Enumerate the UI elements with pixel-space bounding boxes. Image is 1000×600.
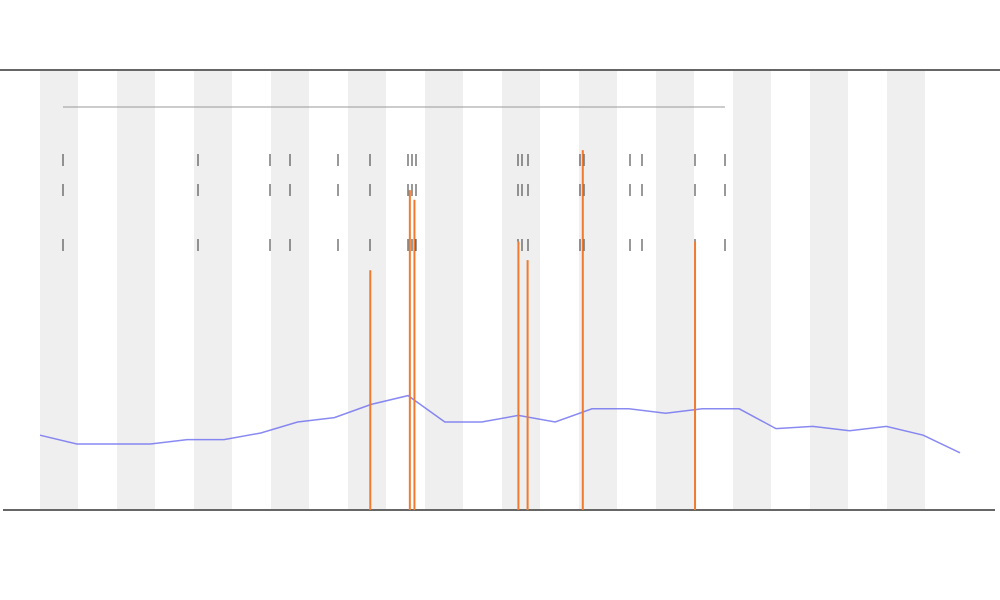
band <box>194 71 232 509</box>
band <box>887 71 925 509</box>
band <box>117 71 155 509</box>
band <box>810 71 848 509</box>
band <box>425 71 463 509</box>
background-bands <box>40 71 925 509</box>
signal-line <box>39 394 961 454</box>
band <box>502 71 540 509</box>
band <box>733 71 771 509</box>
band <box>271 71 309 509</box>
track-ticks <box>62 154 726 251</box>
band <box>348 71 386 509</box>
band <box>579 71 617 509</box>
band <box>656 71 694 509</box>
